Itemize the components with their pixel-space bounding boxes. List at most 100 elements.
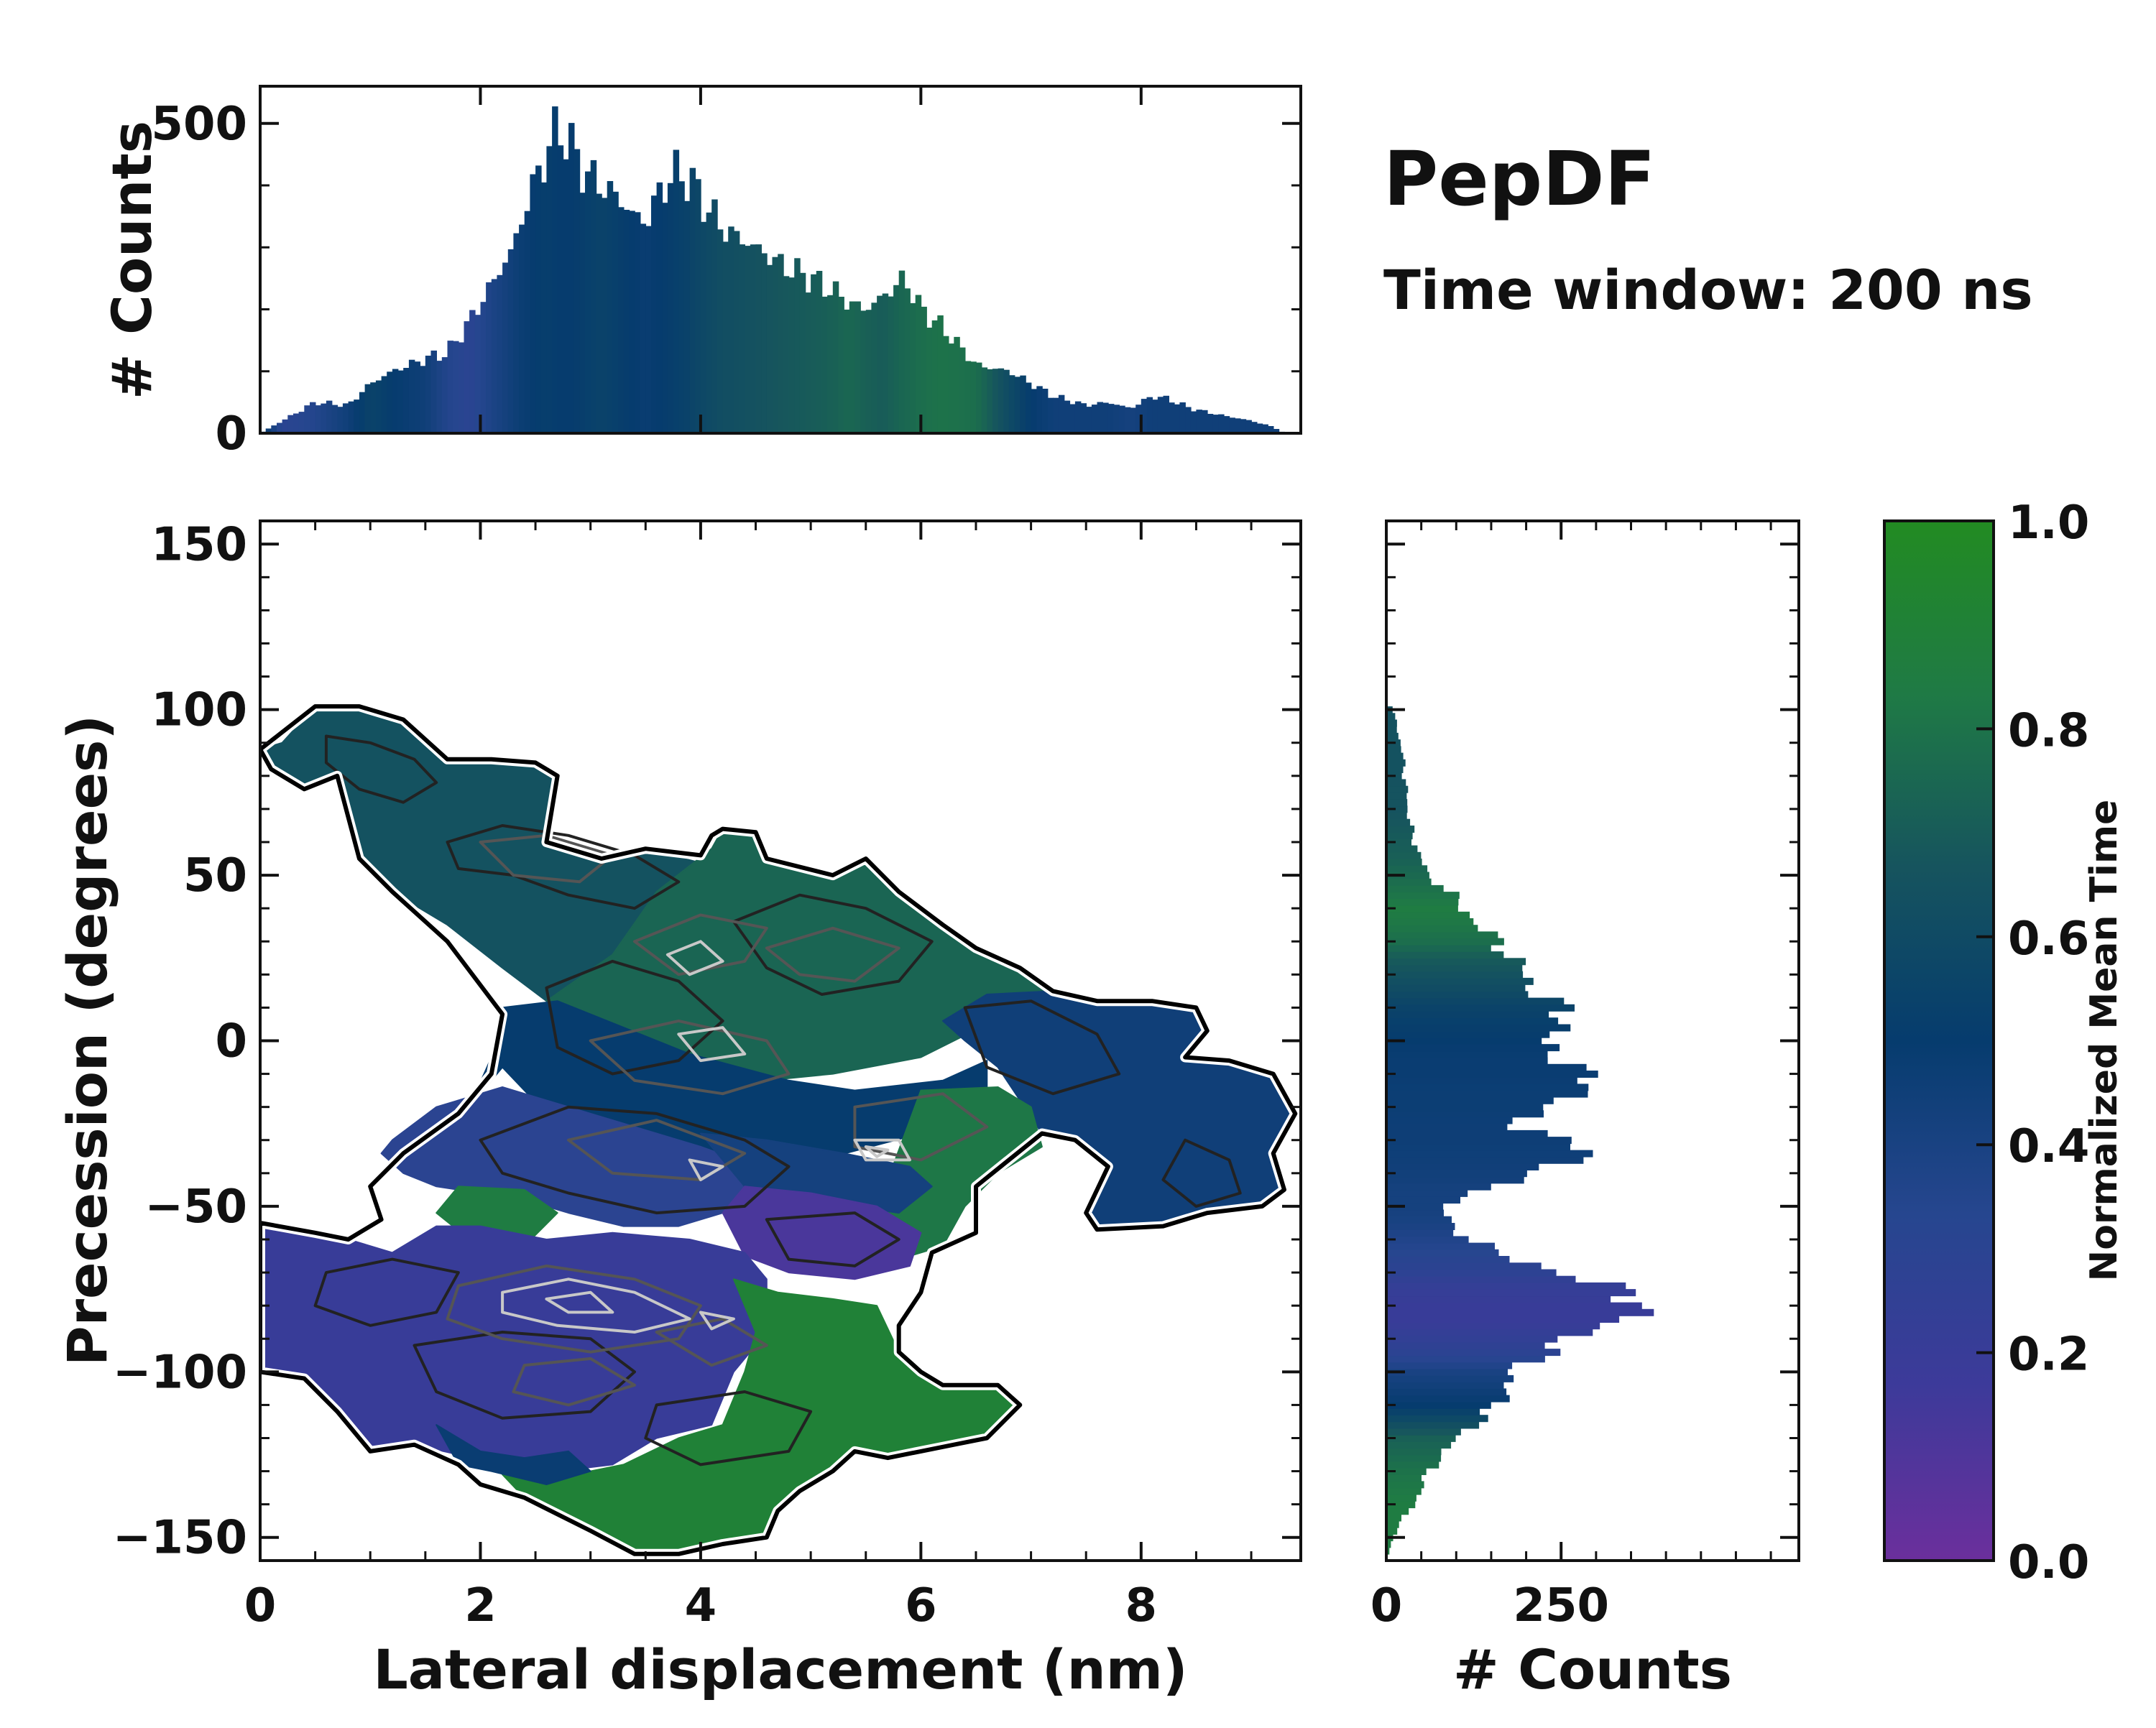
right-histogram-bar xyxy=(1386,1527,1398,1535)
right-histogram-bar xyxy=(1386,1282,1626,1290)
top-histogram-bar xyxy=(651,195,658,433)
top-histogram-bar xyxy=(298,412,305,433)
top-histogram-bar xyxy=(750,244,757,433)
right-histogram-bar xyxy=(1386,1262,1542,1270)
top-histogram-bar xyxy=(832,281,839,433)
top-histogram-bar xyxy=(458,342,465,433)
right-histogram-bar xyxy=(1386,1308,1654,1316)
top-histogram-bar xyxy=(926,328,933,433)
main-xtick-label-2: 4 xyxy=(685,1579,717,1632)
right-histogram-bar xyxy=(1386,1335,1558,1343)
top-histogram-bar xyxy=(904,288,911,433)
right-histogram-bar xyxy=(1386,938,1504,946)
top-histogram-bar xyxy=(480,302,487,433)
top-histogram-bar xyxy=(739,244,745,433)
right-histogram-bar xyxy=(1386,1209,1444,1217)
top-histogram-bar xyxy=(375,380,382,433)
top-histogram-bar xyxy=(1212,415,1219,433)
main-heatmap: 0 2 4 6 8 −150 −100 −50 0 50 100 150 Lateral displa… xyxy=(55,518,1302,1701)
top-histogram-bar xyxy=(304,405,310,433)
main-ylabel: Precession (degrees) xyxy=(55,715,119,1366)
top-histogram-bar xyxy=(635,212,641,433)
top-histogram-bar xyxy=(1157,397,1164,433)
right-histogram-bar xyxy=(1386,971,1524,979)
top-histogram-bar xyxy=(893,285,900,433)
top-histogram-bar xyxy=(287,415,294,433)
right-xtick-label-0: 0 xyxy=(1370,1579,1403,1632)
contour-light-2 xyxy=(853,1138,911,1162)
top-histogram-bar xyxy=(1229,417,1235,433)
top-histogram-bar xyxy=(436,361,443,433)
right-histogram-bar xyxy=(1386,1382,1504,1390)
top-histogram-bar xyxy=(987,369,993,433)
right-xtick-label-1: 250 xyxy=(1513,1579,1609,1632)
right-histogram-bar xyxy=(1386,1150,1593,1158)
top-histogram-bar xyxy=(772,257,778,433)
contour-light-3 xyxy=(688,1158,724,1181)
top-histogram-bar xyxy=(921,306,927,433)
top-histogram-bar xyxy=(392,369,399,433)
top-histogram-bar xyxy=(667,182,674,433)
top-histogram-bar xyxy=(1146,397,1153,433)
top-histogram-bar xyxy=(342,403,349,433)
right-histogram-bar xyxy=(1386,964,1523,972)
right-histogram-bar xyxy=(1386,918,1474,925)
top-histogram-bar xyxy=(645,226,652,433)
right-histogram-bar xyxy=(1386,719,1397,727)
right-histogram-bar xyxy=(1386,1077,1577,1085)
main-xlabel: Lateral displacement (nm) xyxy=(373,1637,1187,1701)
right-histogram-bar xyxy=(1386,818,1411,826)
contour-dark-3 xyxy=(545,959,724,1076)
top-histogram-bar xyxy=(557,145,564,433)
top-histogram-bar xyxy=(1251,422,1258,433)
top-histogram-bar xyxy=(441,357,448,433)
right-histogram-bar xyxy=(1386,925,1478,933)
contour-mid-0 xyxy=(479,833,614,884)
main-ytick-label-5: 100 xyxy=(151,684,247,737)
colorbar-tick-label-5: 1.0 xyxy=(2008,496,2089,550)
top-histogram-bar xyxy=(1003,369,1010,433)
right-histogram-bar xyxy=(1386,984,1526,992)
right-histogram-bar xyxy=(1386,1487,1422,1495)
top-histogram-bar xyxy=(381,376,388,433)
right-histogram-bar xyxy=(1386,713,1396,721)
right-histogram-bar xyxy=(1386,1448,1442,1456)
top-histogram-bar xyxy=(755,244,762,433)
top-histogram-bar xyxy=(1207,414,1214,433)
right-histogram-bar xyxy=(1386,865,1428,873)
top-histogram-bar xyxy=(282,419,289,433)
right-histogram-bar xyxy=(1386,1289,1636,1297)
top-ytick-label-1: 500 xyxy=(151,98,247,151)
top-histogram-bar xyxy=(464,321,470,433)
right-histogram-bar xyxy=(1386,1050,1548,1058)
right-histogram-bar xyxy=(1386,944,1491,952)
main-xtick-label-1: 2 xyxy=(464,1579,497,1632)
top-histogram-bar xyxy=(507,249,515,433)
right-histogram-bar xyxy=(1386,1104,1544,1112)
right-histogram-bar xyxy=(1386,884,1444,892)
right-histogram-bar xyxy=(1386,1316,1620,1323)
top-histogram-bar xyxy=(403,368,410,433)
top-histogram-bar xyxy=(783,276,790,433)
top-histogram-bar xyxy=(766,264,773,433)
right-histogram-bar xyxy=(1386,826,1415,833)
top-histogram: 0 500 # Counts xyxy=(100,85,1302,461)
right-histogram-bar xyxy=(1386,785,1409,793)
top-histogram-bar xyxy=(1174,404,1181,433)
top-histogram-bar xyxy=(717,229,724,433)
right-histogram-bar xyxy=(1386,1461,1439,1469)
main-xtick-label-4: 8 xyxy=(1125,1579,1158,1632)
top-histogram-bar xyxy=(348,401,355,433)
top-histogram-bar xyxy=(602,198,608,433)
main-xtick-label-0: 0 xyxy=(244,1579,277,1632)
top-histogram-bar xyxy=(612,191,619,433)
top-histogram-bar xyxy=(1053,397,1059,433)
right-histogram-bar xyxy=(1386,1421,1480,1429)
top-histogram-bar xyxy=(530,174,536,433)
right-histogram-bar xyxy=(1386,779,1406,787)
top-histogram-bar xyxy=(1058,394,1065,433)
right-histogram-bar xyxy=(1386,1329,1593,1336)
chart-subtitle: Time window: 200 ns xyxy=(1383,258,2033,322)
right-histogram-bar xyxy=(1386,1071,1598,1078)
